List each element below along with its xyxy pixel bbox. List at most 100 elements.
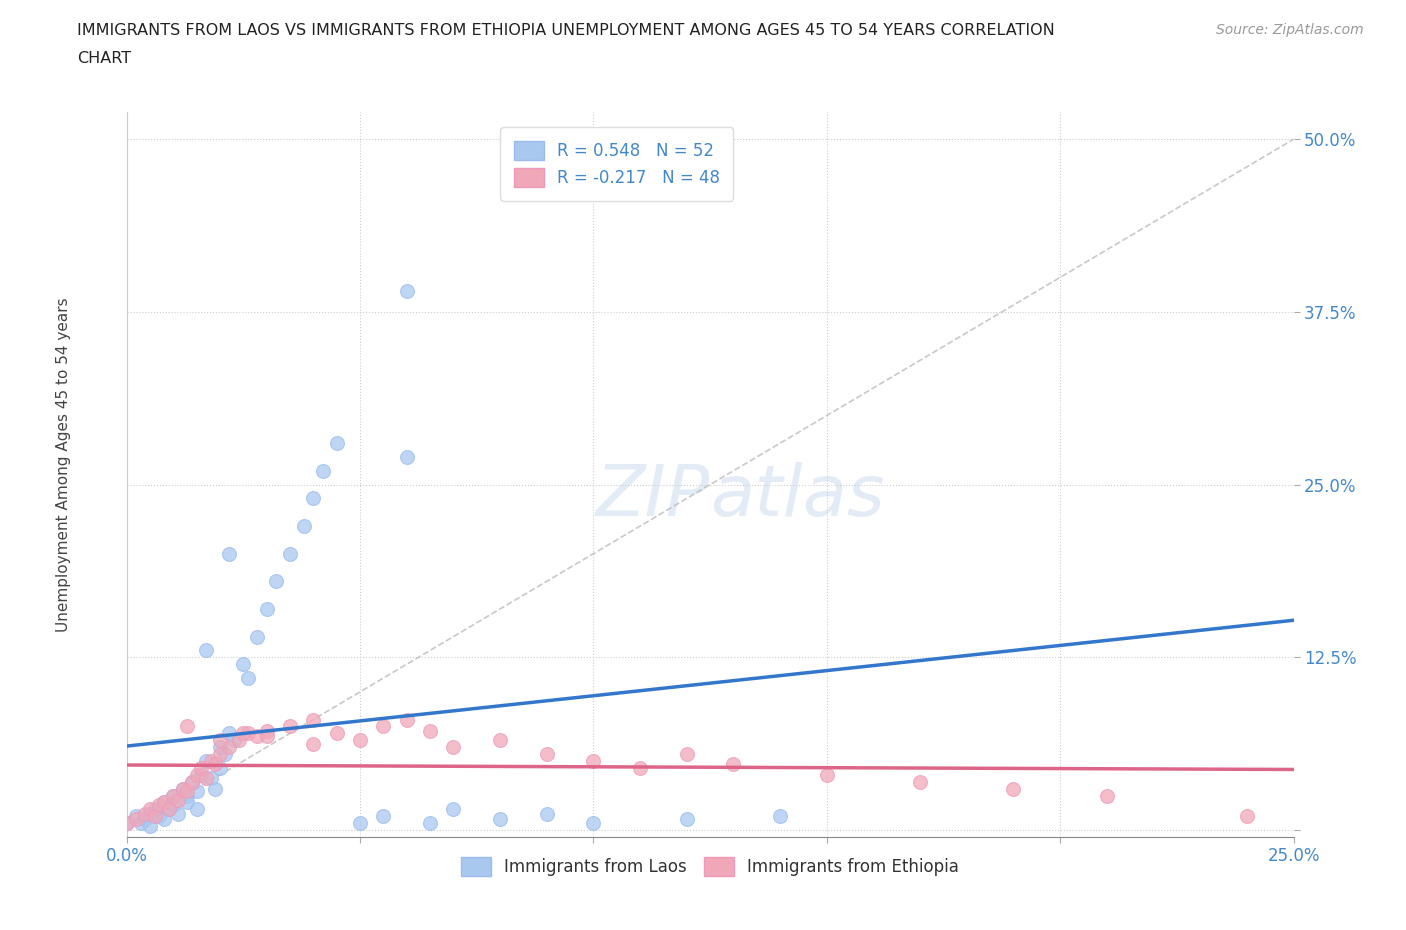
Point <box>373 719 395 734</box>
Point <box>134 812 156 827</box>
Point <box>325 726 347 741</box>
Point <box>139 802 162 817</box>
Point <box>232 726 254 741</box>
Point <box>302 491 325 506</box>
Point <box>1236 809 1258 824</box>
Point <box>246 630 269 644</box>
Point <box>278 546 301 561</box>
Point <box>157 802 180 817</box>
Point <box>143 802 166 817</box>
Point <box>208 739 231 754</box>
Point <box>628 761 651 776</box>
Point <box>167 806 190 821</box>
Point <box>162 788 184 803</box>
Point <box>264 574 287 589</box>
Point <box>395 712 418 727</box>
Point <box>373 809 395 824</box>
Point <box>186 767 208 782</box>
Point <box>148 798 170 813</box>
Point <box>489 812 512 827</box>
Point <box>208 747 231 762</box>
Point <box>395 284 418 299</box>
Point <box>1095 788 1118 803</box>
Point <box>176 788 198 803</box>
Point <box>115 816 138 830</box>
Point <box>536 806 558 821</box>
Point <box>194 770 217 785</box>
Point <box>125 812 148 827</box>
Point <box>256 602 278 617</box>
Point <box>675 812 697 827</box>
Point <box>176 784 198 799</box>
Point <box>214 747 236 762</box>
Point <box>139 818 162 833</box>
Point <box>157 802 180 817</box>
Point <box>176 719 198 734</box>
Point <box>489 733 512 748</box>
Point <box>218 726 240 741</box>
Text: IMMIGRANTS FROM LAOS VS IMMIGRANTS FROM ETHIOPIA UNEMPLOYMENT AMONG AGES 45 TO 5: IMMIGRANTS FROM LAOS VS IMMIGRANTS FROM … <box>77 23 1054 38</box>
Point <box>325 436 347 451</box>
Point <box>134 806 156 821</box>
Point <box>675 747 697 762</box>
Point <box>190 761 212 776</box>
Point <box>419 816 441 830</box>
Text: atlas: atlas <box>710 461 884 530</box>
Point <box>236 671 259 685</box>
Point <box>582 816 605 830</box>
Point <box>129 816 152 830</box>
Point <box>204 781 226 796</box>
Point <box>143 809 166 824</box>
Point <box>186 802 208 817</box>
Point <box>153 812 176 827</box>
Point <box>162 788 184 803</box>
Point <box>536 747 558 762</box>
Point <box>115 816 138 830</box>
Point <box>218 739 240 754</box>
Point <box>302 712 325 727</box>
Point <box>208 761 231 776</box>
Point <box>256 729 278 744</box>
Point <box>194 753 217 768</box>
Point <box>311 463 333 478</box>
Point <box>222 733 245 748</box>
Point <box>292 519 315 534</box>
Point <box>395 449 418 464</box>
Point <box>180 775 202 790</box>
Legend: Immigrants from Laos, Immigrants from Ethiopia: Immigrants from Laos, Immigrants from Et… <box>454 851 966 884</box>
Point <box>815 767 838 782</box>
Point <box>162 798 184 813</box>
Point <box>256 724 278 738</box>
Point <box>148 809 170 824</box>
Point <box>172 781 194 796</box>
Point <box>349 816 371 830</box>
Text: Source: ZipAtlas.com: Source: ZipAtlas.com <box>1216 23 1364 37</box>
Point <box>419 724 441 738</box>
Text: Unemployment Among Ages 45 to 54 years: Unemployment Among Ages 45 to 54 years <box>56 298 70 632</box>
Point <box>200 770 222 785</box>
Point <box>246 729 269 744</box>
Point <box>908 775 931 790</box>
Point <box>186 784 208 799</box>
Point <box>153 795 176 810</box>
Point <box>228 733 250 748</box>
Point <box>236 726 259 741</box>
Point <box>218 546 240 561</box>
Point <box>180 775 202 790</box>
Point <box>167 792 190 807</box>
Point <box>232 657 254 671</box>
Text: ZIP: ZIP <box>596 461 710 530</box>
Point <box>441 802 464 817</box>
Point <box>194 643 217 658</box>
Point <box>582 753 605 768</box>
Point <box>125 809 148 824</box>
Point <box>139 806 162 821</box>
Point <box>153 795 176 810</box>
Point <box>190 767 212 782</box>
Point <box>769 809 792 824</box>
Point <box>1002 781 1025 796</box>
Point <box>176 795 198 810</box>
Text: CHART: CHART <box>77 51 131 66</box>
Point <box>302 737 325 751</box>
Point <box>208 733 231 748</box>
